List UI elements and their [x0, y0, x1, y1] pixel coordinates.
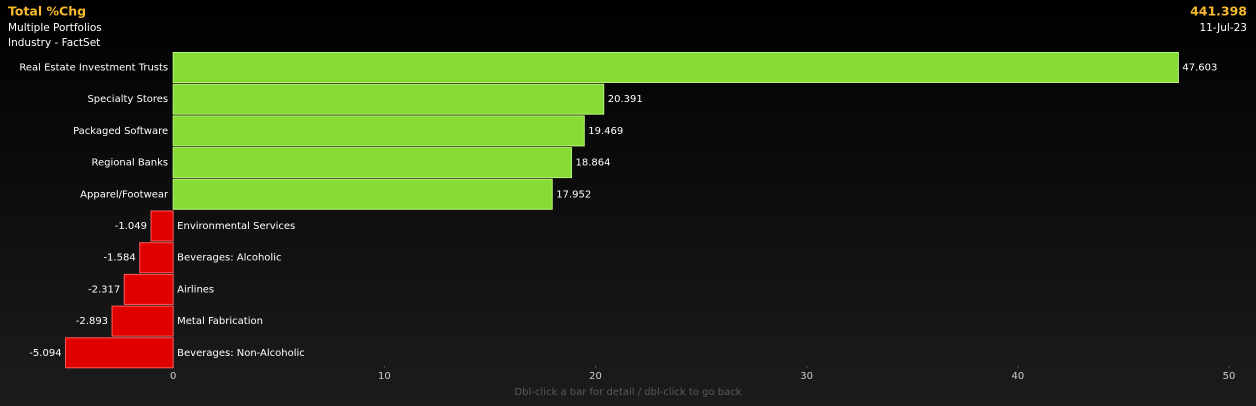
value-label: 18.864 — [576, 158, 611, 169]
x-tick-label: 50 — [1223, 371, 1236, 382]
category-label: Airlines — [177, 284, 214, 295]
bar[interactable] — [172, 178, 553, 210]
bar[interactable] — [150, 210, 174, 242]
bar[interactable] — [111, 305, 174, 337]
x-tick-label: 40 — [1011, 371, 1024, 382]
bar[interactable] — [172, 147, 573, 179]
x-tick-label: 30 — [800, 371, 813, 382]
value-label: -1.049 — [115, 221, 147, 232]
bar[interactable] — [172, 115, 585, 147]
date: 11-Jul-23 — [1199, 22, 1247, 34]
value-label: 47.603 — [1182, 63, 1217, 74]
title: Total %Chg — [8, 4, 86, 19]
category-label: Beverages: Alcoholic — [177, 253, 281, 264]
total: 441.398 — [1190, 4, 1247, 19]
value-label: -2.893 — [76, 316, 108, 327]
value-label: 20.391 — [608, 94, 643, 105]
category-label: Real Estate Investment Trusts — [19, 63, 168, 74]
value-label: -2.317 — [88, 284, 120, 295]
value-label: 17.952 — [556, 189, 591, 200]
footer: Dbl-click a bar for detail / dbl-click t… — [514, 387, 741, 398]
value-label: -5.094 — [29, 348, 61, 359]
category-label: Apparel/Footwear — [80, 189, 169, 200]
bar[interactable] — [139, 242, 174, 274]
source: Industry - FactSet — [8, 37, 100, 49]
value-label: -1.584 — [103, 253, 135, 264]
bar[interactable] — [65, 337, 174, 369]
x-tick-label: 0 — [170, 371, 176, 382]
bar[interactable] — [123, 273, 174, 305]
category-label: Environmental Services — [177, 221, 295, 232]
subtitle: Multiple Portfolios — [8, 22, 102, 34]
category-label: Regional Banks — [92, 158, 169, 169]
value-label: 19.469 — [588, 126, 623, 137]
bar[interactable] — [172, 83, 605, 115]
category-label: Packaged Software — [73, 126, 168, 137]
x-tick-label: 20 — [589, 371, 602, 382]
x-tick-label: 10 — [378, 371, 391, 382]
category-label: Metal Fabrication — [177, 316, 263, 327]
bar[interactable] — [172, 52, 1179, 83]
category-label: Beverages: Non-Alcoholic — [177, 348, 305, 359]
category-label: Specialty Stores — [87, 94, 168, 105]
